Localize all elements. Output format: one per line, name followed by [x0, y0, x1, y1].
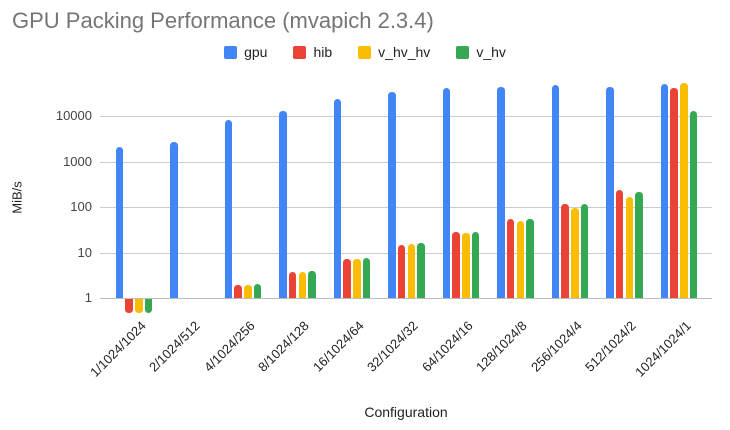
bar-v_hv_hv-1-1024-1024[interactable] — [135, 299, 143, 313]
bar-v_hv-16-1024-64[interactable] — [362, 257, 371, 298]
x-tick-label: 16/1024/64 — [309, 318, 367, 375]
x-tick-label: 32/1024/32 — [364, 318, 422, 375]
bar-v_hv_hv-32-1024-32[interactable] — [407, 243, 416, 298]
x-axis-title: Configuration — [364, 404, 448, 420]
bar-hib-16-1024-64[interactable] — [343, 258, 351, 298]
legend-swatch-gpu — [224, 45, 238, 59]
bar-v_hv-8-1024-128[interactable] — [308, 271, 316, 298]
bar-gpu-8-1024-128[interactable] — [279, 111, 287, 298]
legend-swatch-v_hv — [456, 45, 470, 59]
bar-hib-4-1024-256[interactable] — [234, 285, 242, 298]
legend-label: v_hv_hv — [378, 44, 431, 60]
bar-gpu-512-1024-2[interactable] — [606, 86, 614, 298]
bar-gpu-1024-1024-1[interactable] — [660, 83, 669, 298]
bar-gpu-64-1024-16[interactable] — [442, 87, 451, 298]
bar-v_hv-512-1024-2[interactable] — [635, 191, 643, 298]
legend-label: gpu — [244, 44, 268, 60]
bar-v_hv_hv-8-1024-128[interactable] — [298, 272, 307, 298]
bar-hib-64-1024-16[interactable] — [452, 232, 460, 298]
bar-v_hv_hv-1024-1024-1[interactable] — [680, 83, 688, 298]
legend-swatch-hib — [293, 45, 307, 59]
gridline — [100, 116, 712, 118]
y-tick-label: 1000 — [63, 153, 92, 169]
bar-gpu-2-1024-512[interactable] — [170, 142, 178, 298]
legend-label: hib — [313, 44, 333, 60]
bar-v_hv-32-1024-32[interactable] — [417, 243, 425, 298]
bar-v_hv-128-1024-8[interactable] — [526, 218, 534, 298]
legend-label: v_hv — [476, 44, 506, 60]
x-tick-label: 1024/1024/1 — [631, 318, 694, 380]
legend-swatch-v_hv_hv — [358, 45, 372, 59]
bar-v_hv-4-1024-256[interactable] — [253, 284, 262, 298]
bar-v_hv-1024-1024-1[interactable] — [689, 111, 698, 298]
bar-hib-512-1024-2[interactable] — [615, 189, 624, 298]
bar-hib-128-1024-8[interactable] — [506, 218, 515, 298]
bar-v_hv-64-1024-16[interactable] — [471, 231, 480, 298]
y-tick-label: 10 — [77, 244, 92, 260]
legend-item-v_hv: v_hv — [456, 44, 506, 60]
bar-v_hv_hv-128-1024-8[interactable] — [516, 220, 525, 298]
y-tick-label: 10000 — [55, 108, 92, 124]
bar-v_hv_hv-256-1024-4[interactable] — [571, 208, 579, 298]
bar-hib-1-1024-1024[interactable] — [125, 299, 133, 313]
plot-area: 1 10 100 1000 10000 — [56, 75, 712, 315]
bar-hib-256-1024-4[interactable] — [561, 203, 569, 298]
x-tick-label: 4/1024/256 — [200, 318, 258, 375]
bar-v_hv_hv-4-1024-256[interactable] — [244, 285, 252, 298]
bar-gpu-256-1024-4[interactable] — [551, 85, 560, 298]
legend-item-gpu: gpu — [224, 44, 267, 60]
x-tick-label: 1/1024/1024 — [86, 318, 149, 380]
bar-gpu-128-1024-8[interactable] — [497, 86, 505, 298]
bar-gpu-1-1024-1024[interactable] — [115, 147, 124, 298]
bar-v_hv_hv-64-1024-16[interactable] — [462, 233, 470, 298]
bar-gpu-4-1024-256[interactable] — [224, 120, 233, 298]
x-tick-label: 64/1024/16 — [418, 318, 476, 375]
bar-hib-32-1024-32[interactable] — [397, 244, 406, 298]
gridline — [100, 161, 712, 163]
bar-gpu-16-1024-64[interactable] — [333, 99, 342, 298]
y-tick-label: 1 — [84, 290, 92, 305]
y-tick-label: 100 — [70, 199, 92, 215]
x-tick-label: 2/1024/512 — [146, 318, 204, 375]
legend: gpu hib v_hv_hv v_hv — [0, 44, 730, 60]
gridline — [100, 252, 712, 254]
bar-hib-8-1024-128[interactable] — [288, 271, 297, 298]
bar-gpu-32-1024-32[interactable] — [388, 91, 396, 298]
bar-v_hv_hv-16-1024-64[interactable] — [353, 259, 361, 298]
chart-title: GPU Packing Performance (mvapich 2.3.4) — [12, 8, 434, 33]
x-axis-baseline — [100, 298, 712, 299]
bar-v_hv-256-1024-4[interactable] — [580, 204, 589, 298]
bar-hib-1024-1024-1[interactable] — [670, 88, 678, 298]
legend-item-v_hv_hv: v_hv_hv — [358, 44, 430, 60]
legend-item-hib: hib — [293, 44, 332, 60]
x-tick-label: 512/1024/2 — [582, 318, 640, 375]
x-tick-label: 256/1024/4 — [527, 318, 585, 375]
x-axis-labels: 1/1024/1024 2/1024/512 4/1024/256 8/1024/12… — [87, 318, 712, 388]
y-axis-title: MiB/s — [9, 181, 25, 214]
x-tick-label: 8/1024/128 — [255, 318, 313, 375]
x-tick-label: 128/1024/8 — [473, 318, 531, 375]
bar-v_hv_hv-512-1024-2[interactable] — [625, 197, 634, 298]
bar-v_hv-1-1024-1024[interactable] — [144, 299, 153, 313]
gridline — [100, 207, 712, 209]
